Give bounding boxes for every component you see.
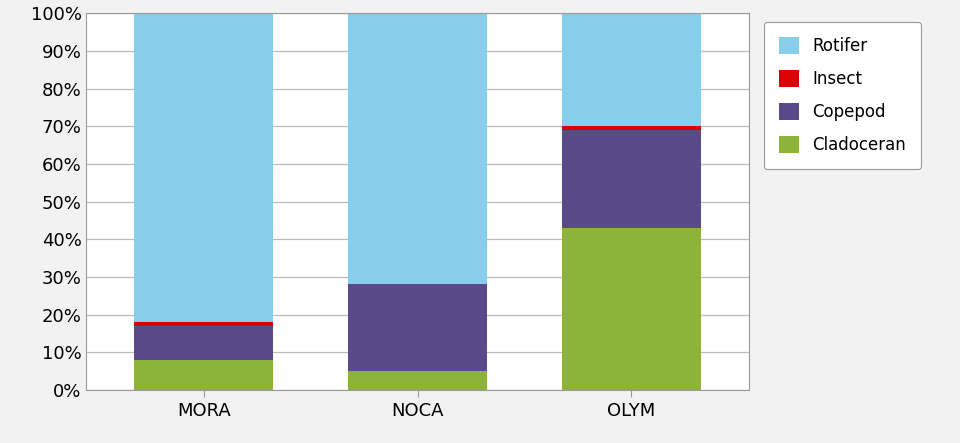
Bar [348, 371, 487, 390]
Bar [562, 13, 701, 126]
Legend: Rotifer, Insect, Copepod, Cladoceran: Rotifer, Insect, Copepod, Cladoceran [764, 22, 921, 169]
Bar [134, 326, 274, 360]
Bar [562, 130, 701, 228]
Bar [134, 322, 274, 326]
Bar [562, 228, 701, 390]
Bar [134, 13, 274, 322]
Bar [348, 284, 487, 371]
Bar [134, 360, 274, 390]
Bar [562, 126, 701, 130]
Bar [348, 13, 487, 284]
